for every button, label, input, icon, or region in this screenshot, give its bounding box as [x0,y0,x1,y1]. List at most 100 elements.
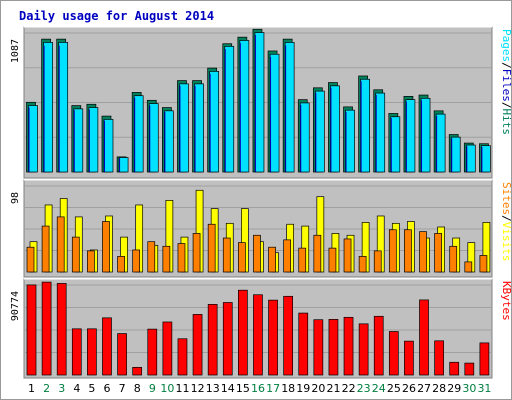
files-bar [481,145,491,173]
files-bar [254,32,265,173]
files-bar [118,157,129,173]
files-bar [224,46,235,173]
panel-1-legend-2: Visits [500,222,512,262]
files-bar [299,102,310,173]
files-bar [103,119,114,173]
sites-bar [177,243,186,273]
kbytes-bar [192,314,203,376]
kbytes-bar [283,295,293,376]
sites-bar [238,242,246,273]
kbytes-bar [464,362,475,376]
kbytes-bar [207,304,218,376]
kbytes-bar [162,321,173,376]
day-label: 3 [58,382,65,395]
day-label: 5 [88,382,95,395]
panel-2-legend-0: KBytes [500,281,512,321]
panel-0-legend-2: Files [500,69,512,102]
sites-bar [207,223,216,273]
sites-bar [434,233,442,273]
sites-bar [162,245,171,273]
files-bar [58,42,69,173]
sites-bar [192,233,201,273]
day-label: 16 [251,382,265,395]
sites-bar [373,250,382,273]
day-label: 28 [432,382,446,395]
files-bar [465,144,476,173]
sites-bar [449,245,458,273]
files-bar [164,110,174,173]
kbytes-bar [41,281,52,376]
kbytes-bar [268,299,278,376]
kbytes-bar [298,312,309,376]
files-bar [284,42,295,173]
panel-1-ymax-label: 98 [10,192,21,204]
sites-bar [87,250,95,273]
files-bar [405,99,416,173]
sites-bar [102,221,110,273]
files-bar [390,116,401,173]
panel-2-ymax-label: 90774 [10,291,21,321]
kbytes-bar [132,366,143,376]
files-bar [28,105,38,173]
panel-0-legend-1: / [500,62,512,69]
sites-bar [41,225,50,273]
day-label: 24 [372,382,386,395]
day-label: 10 [160,382,174,395]
files-bar [314,90,325,173]
kbytes-bar [449,361,460,376]
day-label: 13 [206,382,220,395]
kbytes-bar [87,328,97,376]
kbytes-bar [56,283,67,376]
day-label: 1 [28,382,35,395]
files-bar [360,78,370,173]
panel-1-legend-0: Sites [500,182,512,215]
kbytes-bar [328,319,339,376]
files-bar [88,107,99,173]
files-bar [450,136,461,173]
sites-bar [147,241,156,273]
day-label: 30 [462,382,476,395]
day-label: 7 [119,382,126,395]
kbytes-bar [117,333,127,376]
day-label: 31 [477,382,491,395]
day-label: 17 [266,382,280,395]
sites-bar [253,234,261,273]
sites-bar [298,247,307,273]
sites-bar [464,261,473,273]
day-label: 27 [417,382,431,395]
day-label: 29 [447,382,461,395]
kbytes-bar [71,328,82,376]
sites-bar [283,239,291,273]
sites-bar [222,237,231,273]
day-label: 21 [326,382,340,395]
files-bar [148,103,159,173]
kbytes-bar [434,340,444,376]
day-label: 23 [357,382,371,395]
kbytes-bar [177,338,188,376]
files-bar [43,42,53,173]
kbytes-bar [26,284,37,376]
panel-0-legend-4: Hits [500,109,512,136]
kbytes-bar [102,317,112,376]
day-label: 19 [296,382,310,395]
day-label: 12 [191,382,205,395]
day-label: 26 [402,382,416,395]
panel-0-legend-3: / [500,102,512,109]
sites-bar [313,234,322,273]
sites-bar [479,255,488,273]
day-label: 18 [281,382,295,395]
day-label: 6 [104,382,111,395]
kbytes-bar [358,323,369,376]
files-bar [133,95,144,173]
panel-0-ymax-label: 1087 [10,39,21,63]
kbytes-bar [147,328,158,376]
sites-bar [388,229,397,273]
panel-0-legend-0: Pages [500,29,512,62]
files-bar [269,53,280,173]
files-bar [209,71,220,173]
day-label: 8 [134,382,141,395]
day-label: 11 [176,382,190,395]
sites-bar [328,247,337,273]
